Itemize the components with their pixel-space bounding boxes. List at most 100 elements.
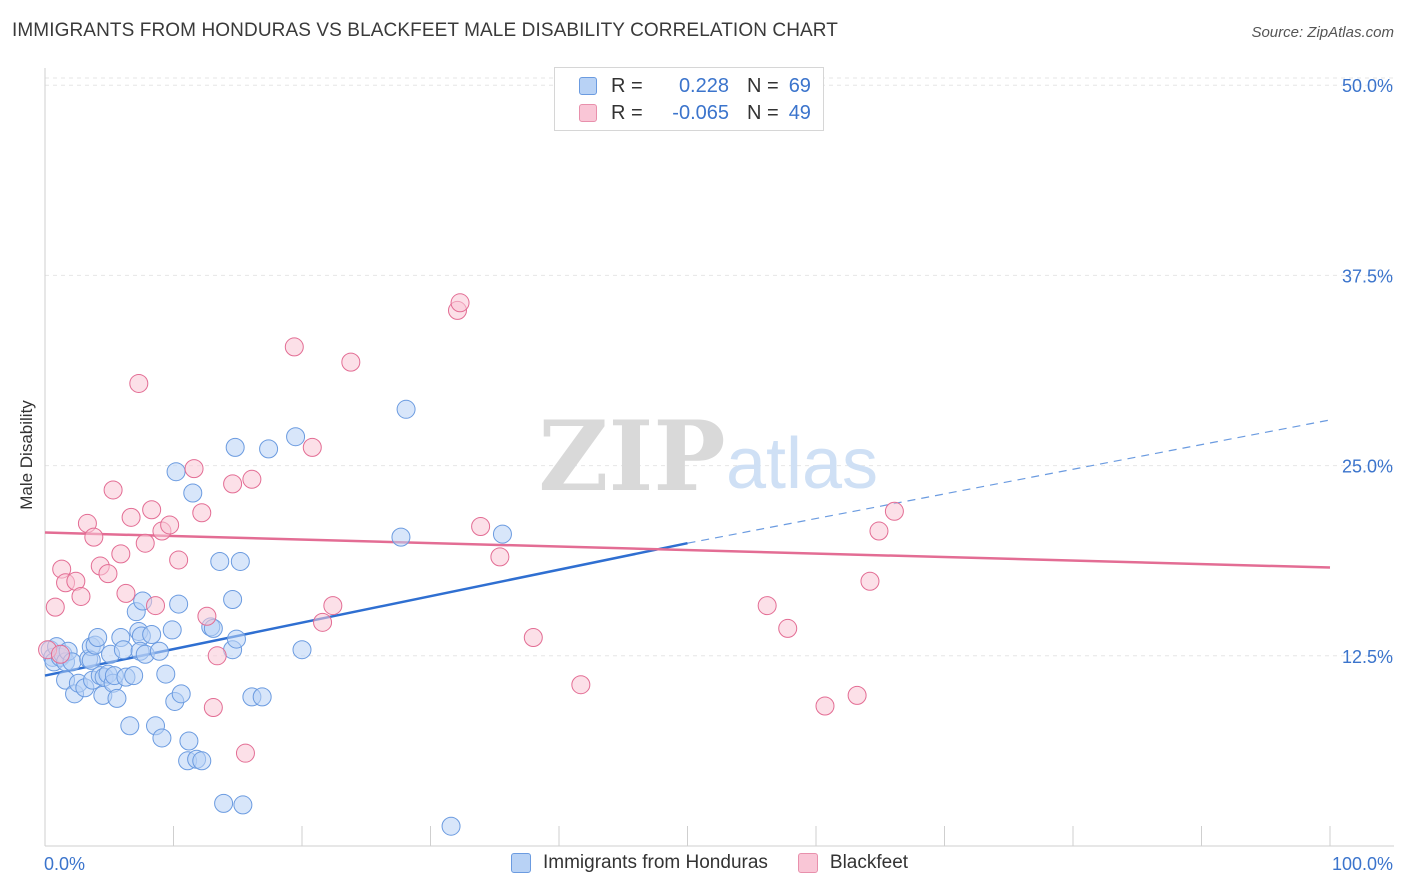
y-tick-label: 12.5% — [1342, 647, 1393, 667]
blackfeet-point — [197, 606, 217, 626]
honduras-point — [192, 751, 212, 771]
honduras-point — [88, 628, 108, 648]
watermark-atlas: atlas — [726, 424, 878, 504]
honduras-point — [259, 439, 279, 459]
blackfeet-point — [160, 515, 180, 535]
blackfeet-point — [203, 698, 223, 718]
legend-n-label: N = — [747, 74, 779, 97]
honduras-point — [292, 640, 312, 660]
y-tick-label: 37.5% — [1342, 266, 1393, 286]
honduras-point — [210, 551, 230, 571]
blackfeet-point — [450, 293, 470, 313]
honduras-point — [120, 716, 140, 736]
honduras-point — [441, 816, 461, 836]
honduras-point — [156, 664, 176, 684]
blackfeet-point — [523, 628, 543, 648]
series-legend-blackfeet[interactable]: Blackfeet — [797, 852, 908, 874]
honduras-point — [252, 687, 272, 707]
blackfeet-point — [169, 550, 189, 570]
honduras-point — [149, 641, 169, 661]
honduras-point — [225, 437, 245, 457]
honduras-point — [226, 629, 246, 649]
honduras-point — [391, 527, 411, 547]
watermark-zip: ZIP — [538, 400, 725, 513]
blackfeet-point — [192, 503, 212, 523]
x-tick-label-max: 100.0% — [1332, 854, 1393, 874]
blackfeet-point — [815, 696, 835, 716]
series-legend: Immigrants from Honduras Blackfeet — [511, 852, 938, 874]
blackfeet-point — [116, 583, 136, 603]
honduras-point — [124, 666, 144, 686]
blackfeet-point — [207, 646, 227, 666]
honduras-point — [223, 590, 243, 610]
blackfeet-point — [341, 352, 361, 372]
blackfeet-point — [860, 571, 880, 591]
legend-swatch-blackfeet — [579, 104, 597, 122]
honduras-point — [152, 728, 172, 748]
legend-row-honduras: R = 0.228 N = 69 — [579, 74, 811, 98]
blackfeet-point — [142, 500, 162, 520]
blackfeet-trend-line — [44, 531, 1331, 569]
honduras-point — [113, 640, 133, 660]
tick-labels: 12.5% 25.0% 37.5% 50.0% 0.0% 100.0% — [44, 76, 1393, 874]
blackfeet-point — [757, 596, 777, 616]
blackfeet-point — [146, 596, 166, 616]
blackfeet-point — [135, 533, 155, 553]
legend-n-value: 69 — [788, 74, 811, 97]
x-tick-label-min: 0.0% — [44, 854, 85, 874]
honduras-point — [162, 620, 182, 640]
blackfeet-point — [869, 521, 889, 541]
honduras-point — [107, 688, 127, 708]
blackfeet-point — [84, 527, 104, 547]
blackfeet-point — [184, 459, 204, 479]
honduras-point — [169, 594, 189, 614]
blackfeet-point — [471, 516, 491, 536]
chart-source: Source: ZipAtlas.com — [1251, 24, 1394, 41]
blackfeet-point — [121, 507, 141, 527]
grid-lines — [45, 77, 1394, 657]
axes — [44, 68, 1394, 847]
blackfeet-point — [50, 644, 70, 664]
honduras-point — [233, 795, 253, 815]
blackfeet-point — [111, 544, 131, 564]
honduras-point — [171, 684, 191, 704]
legend-r-label: R = — [611, 101, 643, 124]
blackfeet-point — [242, 469, 262, 489]
blackfeet-point — [571, 675, 591, 695]
blackfeet-point — [71, 586, 91, 606]
legend-r-value: -0.065 — [672, 101, 729, 124]
blackfeet-point — [313, 612, 333, 632]
blackfeet-point — [223, 474, 243, 494]
blackfeet-point — [884, 501, 904, 521]
blackfeet-point — [778, 618, 798, 638]
blackfeet-point — [490, 547, 510, 567]
blackfeet-point — [302, 437, 322, 457]
y-tick-label: 50.0% — [1342, 76, 1393, 96]
honduras-point — [286, 427, 306, 447]
data-points — [38, 293, 904, 836]
blackfeet-point — [323, 596, 343, 616]
blackfeet-point — [103, 480, 123, 500]
blackfeet-point — [129, 373, 149, 393]
blackfeet-point — [235, 743, 255, 763]
series-swatch-blackfeet — [797, 853, 818, 873]
legend-r-value: 0.228 — [678, 74, 729, 97]
y-tick-label: 25.0% — [1342, 457, 1393, 477]
blackfeet-point — [45, 597, 65, 617]
watermark: ZIP atlas — [538, 400, 878, 513]
blackfeet-point — [98, 564, 118, 584]
blackfeet-point — [847, 685, 867, 705]
honduras-point — [166, 462, 186, 482]
honduras-point — [492, 524, 512, 544]
blackfeet-point — [284, 337, 304, 357]
honduras-point — [230, 551, 250, 571]
legend-row-blackfeet: R = -0.065 N = 49 — [579, 101, 811, 125]
series-swatch-honduras — [511, 853, 531, 873]
chart-title: IMMIGRANTS FROM HONDURAS VS BLACKFEET MA… — [12, 20, 838, 41]
series-legend-honduras[interactable]: Immigrants from Honduras — [511, 852, 768, 874]
honduras-point — [142, 625, 162, 645]
legend-box: R = 0.228 N = 69 R = -0.065 N = 49 — [554, 67, 824, 131]
honduras-point — [183, 483, 203, 503]
legend-r-label: R = — [611, 74, 643, 97]
